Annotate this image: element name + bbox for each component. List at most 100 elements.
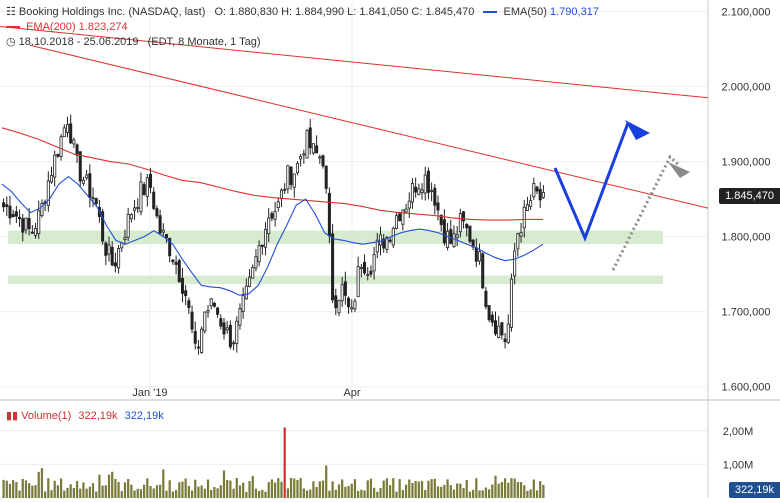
candle-body bbox=[382, 238, 386, 249]
candle-body bbox=[158, 215, 162, 234]
candle-body bbox=[190, 311, 194, 330]
volume-bar bbox=[478, 490, 481, 498]
volume-bar bbox=[491, 484, 494, 498]
candle-body bbox=[343, 281, 347, 296]
volume-bar bbox=[376, 491, 379, 498]
volume-bar bbox=[516, 482, 519, 498]
candle-body bbox=[193, 330, 197, 344]
candle-body bbox=[420, 189, 424, 194]
candle-body bbox=[81, 179, 85, 184]
volume-bar bbox=[542, 484, 545, 498]
ema50-label: EMA(50) bbox=[503, 6, 547, 18]
volume-value-2: 322,19k bbox=[124, 410, 164, 422]
candle-body bbox=[525, 204, 529, 211]
volume-bar bbox=[146, 478, 149, 498]
candle-body bbox=[273, 211, 277, 220]
candle-body bbox=[113, 262, 117, 267]
candle-body bbox=[37, 210, 41, 234]
candle-body bbox=[11, 214, 15, 218]
volume-bar bbox=[430, 479, 433, 498]
volume-bar bbox=[497, 483, 500, 498]
volume-bar bbox=[404, 484, 408, 498]
candle-body bbox=[18, 216, 22, 220]
candle-body bbox=[174, 262, 178, 265]
legend-row-3: ◷ 18.10.2018 - 25.06.2019 (EDT, 8 Monate… bbox=[6, 36, 261, 49]
volume-bar bbox=[369, 478, 373, 498]
candle-body bbox=[107, 244, 111, 255]
volume-bar bbox=[296, 479, 299, 498]
volume-bar bbox=[337, 484, 341, 498]
candle-body bbox=[455, 234, 459, 239]
volume-bar bbox=[187, 485, 190, 498]
candle-body bbox=[241, 295, 245, 312]
volume-bar bbox=[254, 488, 258, 498]
candle-body bbox=[305, 130, 309, 159]
candle-body bbox=[315, 145, 319, 154]
candle-body bbox=[27, 218, 31, 229]
candle-body bbox=[299, 155, 303, 160]
volume-bar bbox=[334, 489, 337, 498]
volume-bar bbox=[178, 482, 181, 498]
volume-bar bbox=[79, 488, 82, 498]
volume-bar bbox=[117, 481, 120, 498]
volume-bar bbox=[133, 490, 136, 498]
candle-body bbox=[184, 290, 188, 297]
volume-bar bbox=[111, 471, 114, 498]
candle-body bbox=[465, 224, 469, 229]
candle-body bbox=[484, 290, 488, 307]
volume-bar bbox=[529, 489, 532, 498]
candle-body bbox=[30, 231, 34, 234]
volume-bar bbox=[232, 488, 235, 498]
candle-body bbox=[53, 154, 57, 178]
volume-bar bbox=[104, 485, 107, 498]
candle-body bbox=[433, 187, 437, 206]
volume-bar bbox=[143, 484, 146, 498]
volume-bar bbox=[155, 485, 159, 498]
volume-bar bbox=[261, 489, 264, 498]
volume-bar bbox=[503, 478, 507, 498]
candle-body bbox=[292, 173, 296, 188]
volume-bar bbox=[526, 490, 529, 498]
volume-bar bbox=[321, 480, 325, 498]
candle-body bbox=[164, 234, 169, 239]
volume-bar bbox=[309, 489, 312, 498]
ohlc-values: O: 1.880,830 H: 1.884,990 L: 1.841,050 C… bbox=[214, 6, 475, 18]
candle-body bbox=[366, 274, 370, 276]
volume-bar bbox=[264, 491, 267, 498]
volume-bar bbox=[190, 490, 194, 498]
candle-body bbox=[478, 251, 482, 262]
candle-body bbox=[286, 165, 290, 190]
volume-bar bbox=[120, 491, 123, 498]
volume-bar bbox=[165, 490, 168, 498]
volume-label: Volume(1) bbox=[21, 410, 72, 422]
volume-bar bbox=[424, 490, 427, 498]
candle-body bbox=[276, 201, 280, 209]
candle-body bbox=[426, 170, 430, 193]
volume-bar bbox=[194, 479, 197, 498]
candle-body bbox=[334, 295, 338, 309]
volume-bar bbox=[91, 483, 95, 498]
candle-body bbox=[232, 342, 236, 345]
candle-body bbox=[458, 213, 462, 233]
candle-body bbox=[69, 123, 73, 144]
volume-bar bbox=[414, 481, 417, 498]
volume-bar bbox=[341, 479, 344, 498]
ema200-label: EMA(200) bbox=[26, 21, 76, 33]
candle-body bbox=[372, 254, 376, 272]
volume-bar bbox=[363, 490, 366, 498]
support-zone bbox=[8, 230, 663, 245]
candle-body bbox=[462, 211, 466, 222]
y-tick-label: 1.900,000 bbox=[722, 157, 771, 169]
candle-body bbox=[410, 183, 414, 203]
volume-bar bbox=[44, 491, 47, 498]
volume-bar bbox=[213, 487, 216, 498]
volume-bar bbox=[171, 491, 175, 498]
candle-body bbox=[446, 230, 450, 248]
trendline-lower bbox=[29, 44, 709, 209]
y-tick-label: 1.800,000 bbox=[722, 232, 771, 244]
volume-bar bbox=[401, 489, 404, 498]
volume-bar bbox=[63, 490, 66, 498]
volume-bar bbox=[535, 490, 539, 498]
candle-body bbox=[394, 215, 398, 229]
